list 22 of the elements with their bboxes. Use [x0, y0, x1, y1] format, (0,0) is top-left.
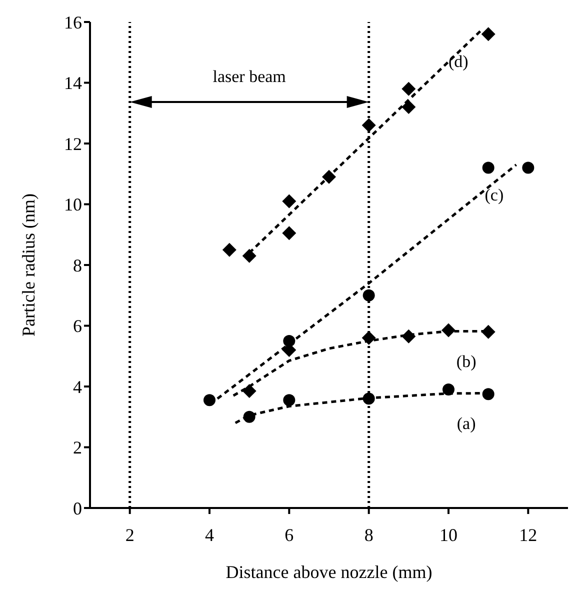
- x-tick-label: 6: [284, 524, 294, 545]
- x-axis-title: Distance above nozzle (mm): [226, 562, 432, 582]
- y-tick-label: 14: [64, 73, 82, 94]
- y-tick-label: 4: [73, 376, 82, 397]
- annotation: (b): [456, 352, 476, 372]
- y-tick-label: 16: [64, 12, 82, 32]
- y-tick-label: 12: [64, 134, 82, 154]
- x-tick-label: 4: [205, 524, 214, 545]
- y-tick-label: 8: [73, 255, 82, 276]
- y-tick-label: 0: [73, 498, 82, 518]
- y-tick-label: 2: [73, 438, 82, 458]
- annotation: (c): [484, 186, 504, 205]
- x-tick-label: 10: [440, 524, 458, 545]
- x-tick-label: 8: [364, 524, 374, 545]
- y-tick-label: 10: [64, 194, 82, 215]
- y-axis-title: Particle radius (nm): [18, 194, 38, 336]
- x-tick-label: 12: [519, 524, 538, 545]
- y-tick-label: 6: [73, 316, 82, 336]
- x-tick-label: 2: [125, 524, 134, 545]
- annotation: laser beam: [212, 67, 286, 86]
- annotation: (d): [448, 52, 468, 72]
- annotation: (a): [456, 414, 476, 434]
